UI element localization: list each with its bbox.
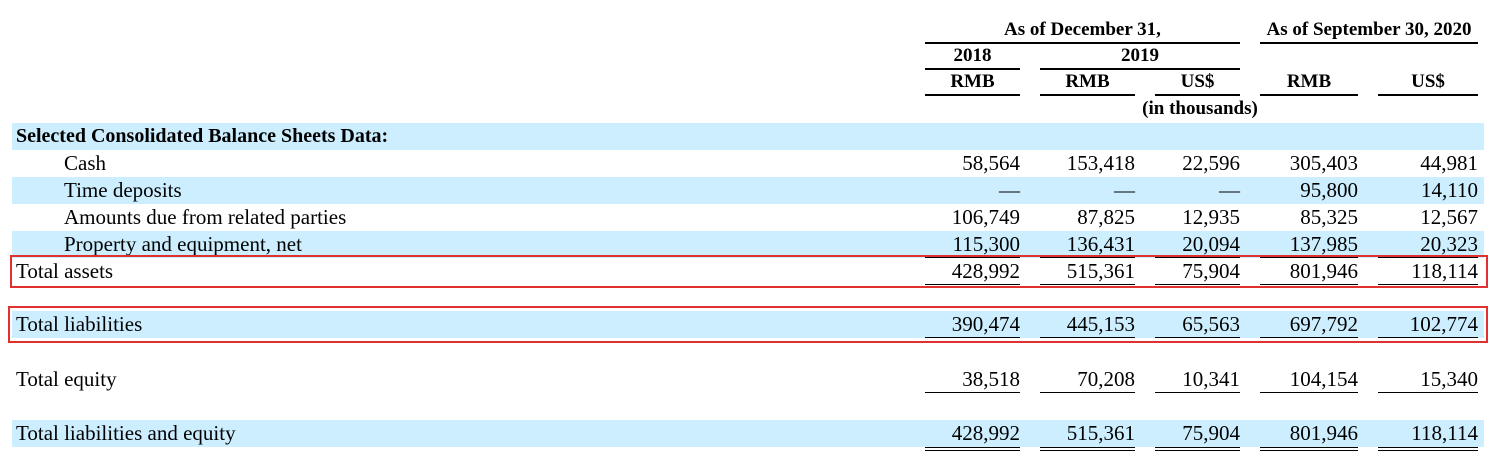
row-label: Total liabilities: [16, 312, 143, 336]
currency-header: US$: [1155, 70, 1240, 96]
value: 20,094: [1155, 231, 1240, 258]
year-header: 2019: [1040, 44, 1240, 70]
value: 87,825: [1077, 205, 1135, 229]
value: 137,985: [1260, 231, 1358, 258]
value: 115,300: [925, 231, 1020, 258]
units: (in thousands): [1142, 98, 1258, 119]
value: 305,403: [1289, 151, 1358, 175]
value: 70,208: [1040, 366, 1135, 393]
value: 65,563: [1155, 311, 1240, 338]
currency-header: RMB: [925, 70, 1020, 96]
value: 15,340: [1378, 366, 1478, 393]
value: 104,154: [1260, 366, 1358, 393]
value: 118,114: [1378, 420, 1478, 451]
value: 153,418: [1066, 151, 1135, 175]
row-label: Total liabilities and equity: [16, 421, 236, 445]
row-label: Amounts due from related parties: [64, 205, 347, 229]
row-label: Cash: [64, 151, 106, 175]
value: —: [1219, 178, 1240, 202]
row-bg: [12, 420, 1484, 447]
value: 445,153: [1040, 311, 1135, 338]
value: 428,992: [925, 420, 1020, 451]
row-bg: [12, 123, 1484, 150]
row-bg: [12, 231, 1484, 258]
currency-header: RMB: [1260, 70, 1358, 96]
highlight-box: [10, 255, 1488, 288]
group-header: As of September 30, 2020: [1260, 18, 1478, 44]
value: 12,567: [1420, 205, 1478, 229]
currency-header: US$: [1378, 70, 1478, 96]
value: 44,981: [1420, 151, 1478, 175]
row-label: Property and equipment, net: [64, 232, 302, 256]
value: 106,749: [951, 205, 1020, 229]
value: 95,800: [1300, 178, 1358, 202]
currency-header: RMB: [1040, 70, 1135, 96]
value: 20,323: [1378, 231, 1478, 258]
value: 390,474: [925, 311, 1020, 338]
value: 58,564: [962, 151, 1020, 175]
value: 85,325: [1300, 205, 1358, 229]
group-header: As of December 31,: [925, 18, 1240, 44]
value: 38,518: [925, 366, 1020, 393]
value: 801,946: [1260, 258, 1358, 285]
value: 801,946: [1260, 420, 1358, 451]
value: 14,110: [1421, 178, 1478, 202]
section-title: Selected Consolidated Balance Sheets Dat…: [16, 125, 389, 147]
value: 10,341: [1155, 366, 1240, 393]
value: —: [1114, 178, 1135, 202]
value: —: [999, 178, 1020, 202]
highlight-box: [8, 306, 1488, 343]
row-label: Total equity: [16, 367, 117, 391]
value: 75,904: [1155, 420, 1240, 451]
value: 136,431: [1040, 231, 1135, 258]
year-header: 2018: [925, 44, 1020, 70]
value: 75,904: [1155, 258, 1240, 285]
value: 515,361: [1040, 258, 1135, 285]
value: 12,935: [1182, 205, 1240, 229]
row-bg: [12, 177, 1484, 204]
row-bg: [12, 311, 1484, 338]
value: 428,992: [925, 258, 1020, 285]
value: 102,774: [1378, 311, 1478, 338]
value: 22,596: [1182, 151, 1240, 175]
value: 118,114: [1378, 258, 1478, 285]
value: 515,361: [1040, 420, 1135, 451]
row-label: Time deposits: [64, 178, 182, 202]
value: 697,792: [1260, 311, 1358, 338]
row-label: Total assets: [16, 259, 114, 283]
